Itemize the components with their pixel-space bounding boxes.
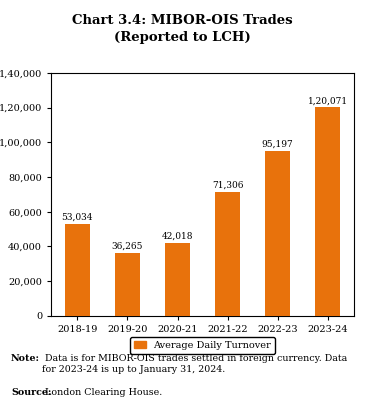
Bar <box>265 151 290 316</box>
Bar <box>315 107 340 316</box>
Text: Note:: Note: <box>11 354 40 363</box>
Legend: Average Daily Turnover: Average Daily Turnover <box>130 337 275 354</box>
Text: 1,20,071: 1,20,071 <box>308 96 348 105</box>
Text: London Clearing House.: London Clearing House. <box>42 388 162 397</box>
Text: 71,306: 71,306 <box>212 181 243 190</box>
Bar <box>165 243 190 316</box>
Text: Source:: Source: <box>11 388 51 397</box>
Bar <box>215 192 240 316</box>
Bar <box>65 224 90 316</box>
Text: 95,197: 95,197 <box>262 140 293 149</box>
Text: Chart 3.4: MIBOR-OIS Trades
(Reported to LCH): Chart 3.4: MIBOR-OIS Trades (Reported to… <box>72 14 293 44</box>
Text: Data is for MIBOR-OIS trades settled in foreign currency. Data
for 2023-24 is up: Data is for MIBOR-OIS trades settled in … <box>42 354 347 384</box>
Text: 53,034: 53,034 <box>62 213 93 222</box>
Text: 36,265: 36,265 <box>112 242 143 251</box>
Text: 42,018: 42,018 <box>162 232 193 241</box>
Bar <box>115 253 140 316</box>
